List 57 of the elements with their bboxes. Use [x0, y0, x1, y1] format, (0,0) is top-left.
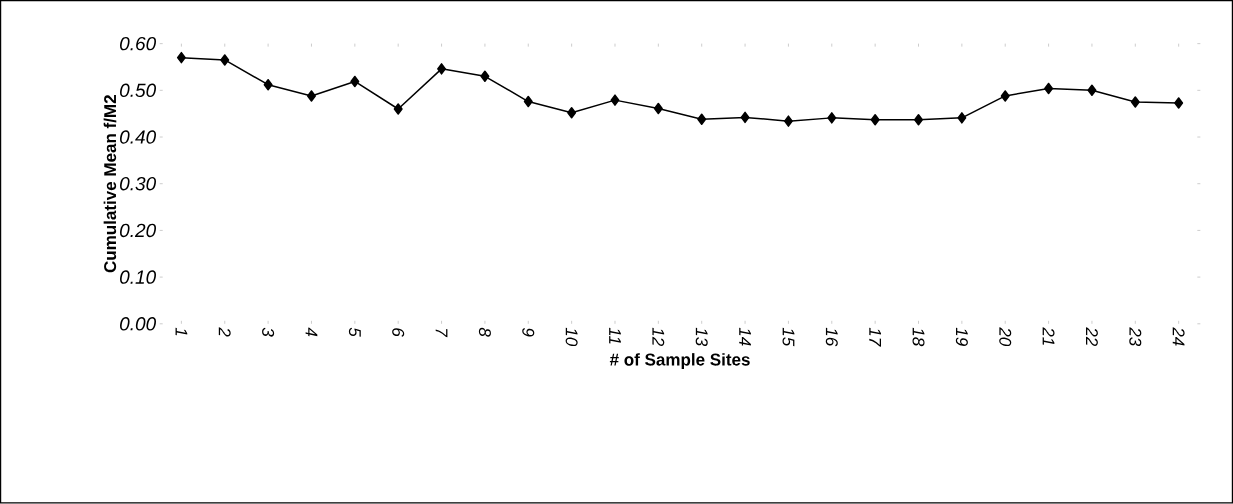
- point: [740, 111, 750, 124]
- y-tick-label: 0.40: [120, 130, 157, 144]
- x-tick-label: 6: [392, 328, 405, 338]
- y-tick-label: 0.00: [120, 317, 157, 331]
- x-tick-label: 21: [1042, 327, 1055, 346]
- x-tick-label: 18: [912, 328, 925, 347]
- point: [610, 94, 620, 107]
- y-tick-label: 0.30: [120, 177, 157, 191]
- point: [176, 52, 186, 64]
- x-tick-label: 8: [478, 328, 491, 337]
- x-tick-label: 19: [955, 328, 968, 347]
- x-tick-label: 23: [1129, 327, 1142, 347]
- x-tick-label: 13: [695, 328, 708, 347]
- point: [1087, 84, 1097, 97]
- x-tick-label: 17: [869, 328, 881, 348]
- point: [1130, 96, 1140, 108]
- x-tick-label: 20: [999, 327, 1012, 347]
- point: [480, 70, 490, 83]
- point: [783, 115, 793, 128]
- point: [263, 79, 273, 91]
- x-tick-label: 14: [739, 328, 751, 346]
- point: [870, 114, 880, 126]
- x-tick-label: 12: [652, 328, 665, 347]
- x-tick-label: 10: [565, 328, 578, 347]
- point: [567, 107, 577, 119]
- point: [914, 114, 924, 126]
- point: [1174, 97, 1184, 109]
- x-tick-label: 15: [782, 328, 795, 347]
- x-tick-label: 11: [609, 328, 621, 344]
- y-tick-label: 0.60: [120, 37, 157, 51]
- point: [306, 90, 316, 102]
- point: [653, 103, 663, 115]
- y-tick-label: 0.20: [120, 223, 157, 238]
- point: [523, 96, 533, 108]
- x-axis-title: # of Sample Sites: [609, 353, 750, 370]
- point: [827, 112, 837, 124]
- point: [1044, 82, 1054, 95]
- point: [437, 63, 447, 75]
- y-tick-label: 0.10: [120, 270, 157, 285]
- x-tick-label: 24: [1172, 327, 1185, 346]
- y-tick-label: 0.50: [120, 83, 157, 98]
- point: [393, 103, 403, 115]
- point: [957, 112, 967, 124]
- x-tick-label: 7: [435, 329, 448, 338]
- y-axis-title: Cumulative Mean f/M2: [103, 95, 117, 273]
- x-tick-label: 2: [218, 327, 231, 337]
- x-tick-label: 16: [825, 328, 838, 347]
- point: [220, 54, 230, 66]
- point: [350, 75, 360, 88]
- x-tick-label: 3: [262, 327, 275, 337]
- x-tick-label: 22: [1086, 327, 1098, 347]
- point: [1000, 90, 1010, 102]
- x-tick-label: 4: [305, 327, 318, 337]
- x-tick-label: 1: [175, 328, 188, 336]
- x-tick-label: 5: [348, 327, 361, 338]
- x-tick-label: 9: [522, 328, 535, 337]
- point: [697, 113, 707, 126]
